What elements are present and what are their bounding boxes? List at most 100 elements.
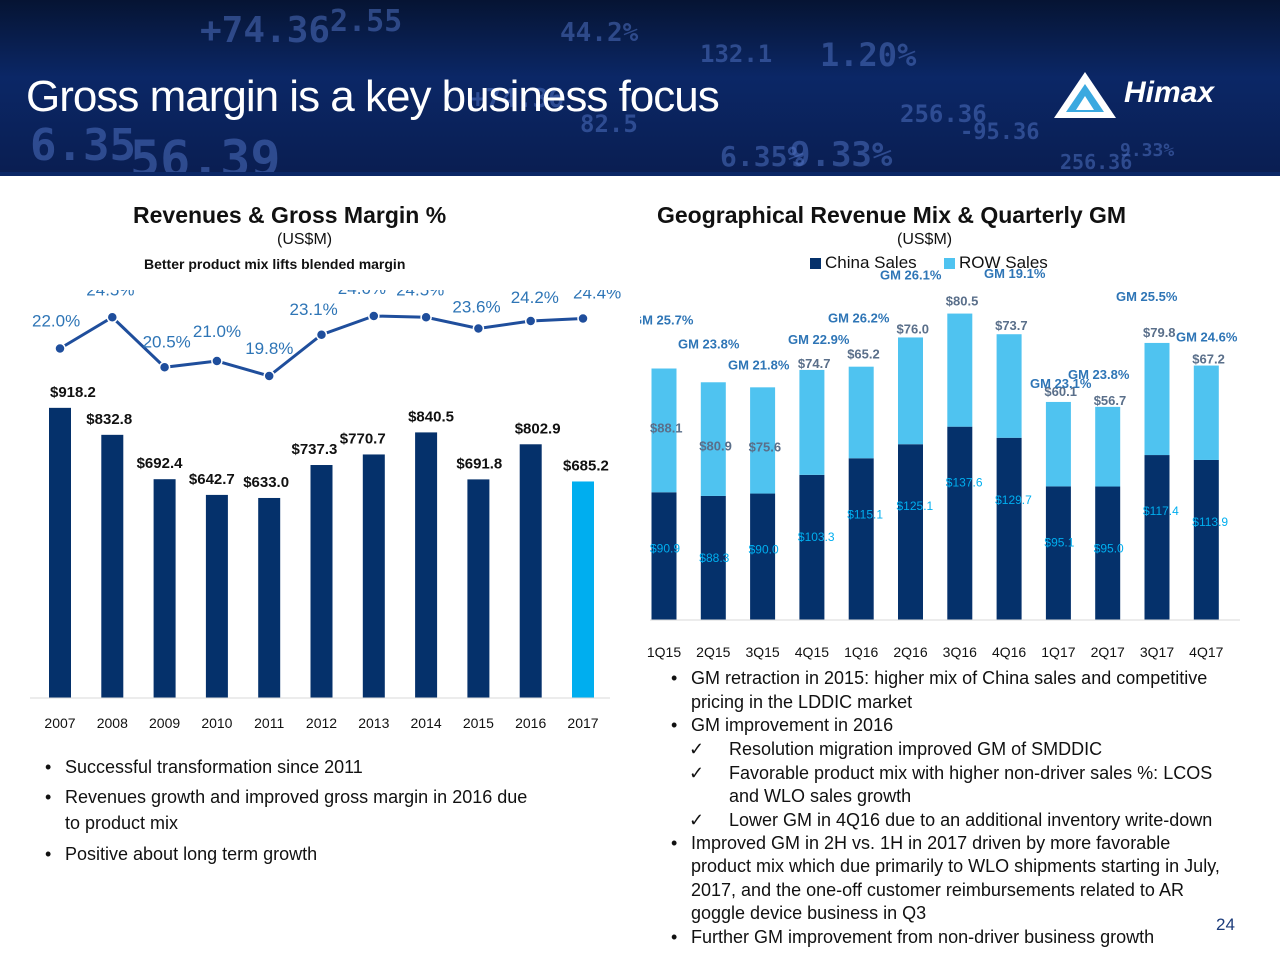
china-sales-label: $125.1 [897, 499, 934, 513]
x-tick-label: 2008 [97, 715, 128, 730]
china-sales-label: $90.0 [749, 543, 779, 557]
gm-data-label: 23.6% [452, 298, 500, 317]
revenue-data-label: $642.7 [189, 471, 235, 488]
row-sales-label: $74.7 [798, 356, 831, 371]
right-bullet-3: • Improved GM in 2H vs. 1H in 2017 drive… [671, 832, 1170, 854]
check-icon: ✓ [689, 763, 705, 783]
bullet-marker: • [671, 668, 678, 688]
x-tick-label: 2Q17 [1091, 644, 1125, 660]
ticker-number: 256.36 [900, 100, 987, 128]
gm-point [211, 355, 223, 367]
row-sales-label: $60.1 [1044, 384, 1077, 399]
revenue-data-label: $691.8 [456, 455, 502, 472]
page-title: Gross margin is a key business focus [26, 72, 720, 121]
china-sales-label: $90.9 [650, 541, 680, 555]
ticker-number: 256.36 [1060, 150, 1133, 172]
gm-line [59, 314, 584, 378]
revenue-bar [572, 481, 594, 698]
gm-point [158, 361, 171, 373]
right-subbullet-3: ✓ Lower GM in 4Q16 due to an additional … [689, 809, 1213, 831]
ticker-number: 56.39 [130, 130, 281, 172]
x-tick-label: 1Q15 [647, 644, 681, 660]
bullet-marker: • [45, 757, 52, 777]
revenue-data-label: $770.7 [340, 430, 386, 447]
geographic-mix-chart: China Sales ROW Sales $90.9 $88.1 GM 25.7% $8… [640, 253, 1240, 660]
revenue-data-label: $840.5 [408, 408, 454, 425]
right-bullet-3-cont-2: 2017, and the one-off customer reimburse… [691, 880, 1184, 900]
left-bullet-2-cont: to product mix [65, 813, 179, 833]
gm-point [472, 322, 485, 335]
china-sales-bar [1095, 486, 1121, 620]
china-sales-bar [750, 493, 776, 620]
gm-point [54, 342, 66, 355]
row-sales-bar [947, 313, 973, 427]
ticker-number: +74.36 [470, 84, 564, 114]
x-tick-label: 2011 [254, 715, 284, 730]
check-icon: ✓ [689, 810, 705, 830]
gm-point [420, 311, 432, 323]
gm-data-label: 21.0% [193, 322, 241, 341]
china-sales-label: $113.9 [1192, 515, 1228, 529]
bullet-text: GM improvement in 2016 [691, 715, 894, 735]
gm-quarter-label: GM 19.1% [984, 266, 1046, 281]
bullet-marker: • [671, 833, 678, 853]
bullet-text: Lower GM in 4Q16 due to an additional in… [729, 810, 1213, 830]
x-tick-label: 2010 [201, 715, 232, 730]
china-sales-label: $103.3 [798, 530, 835, 544]
left-chart-note: Better product mix lifts blended margin [144, 256, 406, 272]
bullet-marker: • [671, 927, 678, 947]
company-logo: Himax [1052, 70, 1252, 120]
check-icon: ✓ [689, 739, 705, 759]
gm-quarter-label: GM 22.9% [788, 332, 850, 347]
x-tick-label: 3Q16 [943, 644, 977, 660]
gm-data-label: 24.5% [396, 290, 444, 299]
x-tick-label: 2016 [515, 715, 546, 730]
revenue-data-label: $685.2 [563, 457, 609, 474]
right-bullet-4: • Further GM improvement from non-driver… [671, 926, 1154, 948]
gm-data-label: 24.2% [511, 290, 559, 307]
x-tick-label: 4Q17 [1189, 644, 1223, 660]
x-tick-label: 2012 [306, 715, 337, 730]
legend-label-row: ROW Sales [959, 253, 1048, 272]
x-tick-label: 2009 [149, 715, 180, 730]
gm-data-label: 24.6% [338, 290, 386, 298]
revenue-bar [362, 454, 385, 698]
gm-data-label: 22.0% [32, 312, 80, 331]
x-tick-label: 2014 [411, 715, 442, 730]
china-sales-bar [799, 474, 825, 620]
china-sales-bar [1045, 486, 1071, 620]
right-bullet-3-cont-3: goggle device business in Q3 [691, 903, 927, 923]
china-sales-bar [1193, 459, 1219, 620]
right-chart-title: Geographical Revenue Mix & Quarterly GM [657, 202, 1127, 228]
legend-label-china: China Sales [825, 253, 917, 272]
himax-logo-icon [1054, 72, 1116, 118]
left-chart-unit: (US$M) [277, 231, 333, 248]
row-sales-bar [750, 387, 776, 494]
bullet-text: Positive about long term growth [65, 844, 318, 864]
revenue-bar [49, 407, 71, 698]
row-sales-bar [1193, 365, 1219, 460]
page-number: 24 [1216, 915, 1235, 934]
china-sales-label: $137.6 [946, 476, 983, 490]
china-sales-bar [996, 437, 1022, 620]
china-sales-label: $117.4 [1143, 504, 1179, 518]
gm-point [368, 310, 380, 322]
legend-swatch-china [810, 258, 821, 269]
x-tick-label: 2007 [44, 715, 75, 730]
gm-data-label: 24.5% [86, 290, 134, 299]
bullet-text: Resolution migration improved GM of SMDD… [729, 739, 1103, 759]
china-sales-label: $115.1 [847, 507, 883, 521]
row-sales-label: $88.1 [650, 421, 683, 436]
gm-data-label: 23.1% [290, 300, 338, 319]
left-chart-title: Revenues & Gross Margin % [133, 202, 447, 228]
ticker-number: 44.2% [560, 18, 639, 48]
right-bullet-1: • GM retraction in 2015: higher mix of C… [671, 667, 1207, 689]
row-sales-label: $75.6 [749, 439, 782, 454]
x-tick-label: 2Q16 [893, 644, 927, 660]
gm-quarter-label: GM 25.7% [640, 313, 694, 328]
gm-data-label: 24.4% [573, 290, 621, 303]
gm-point [524, 315, 537, 327]
ticker-number: 6.35% [720, 140, 805, 172]
china-sales-bar [700, 495, 726, 620]
ticker-number: -95.36 [960, 120, 1040, 145]
